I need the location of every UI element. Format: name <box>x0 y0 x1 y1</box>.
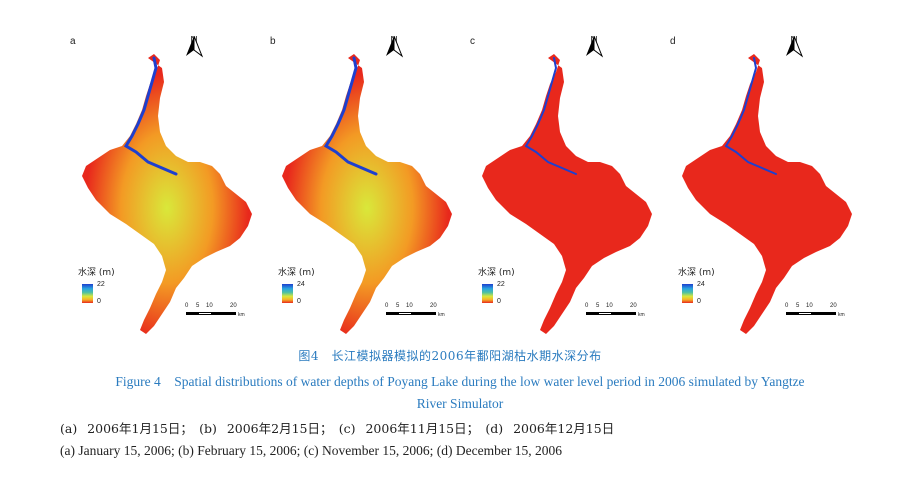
north-arrow-icon: N <box>782 36 806 58</box>
scale-tick: 10 <box>806 303 813 309</box>
subcaption-cn: (a) 2006年1月15日； (b) 2006年2月15日； (c) 2006… <box>60 421 615 436</box>
scale-bar: 0 5 10 20 km <box>785 303 846 327</box>
scale-tick: 5 <box>596 303 600 309</box>
legend-max: 24 <box>697 281 705 288</box>
scale-tick: 20 <box>830 303 837 309</box>
scale-tick: 0 <box>185 303 189 309</box>
figure-caption-cn: 图4 长江模拟器模拟的2006年鄱阳湖枯水期水深分布 <box>298 349 602 363</box>
lake-depth-map <box>282 54 452 334</box>
legend-max: 22 <box>497 281 505 288</box>
lake-body <box>682 54 852 334</box>
map-panel: c N 水深 (m) 22 0 0 5 10 20 km <box>460 28 660 340</box>
scale-tick: 0 <box>785 303 789 309</box>
scale-tick: 20 <box>630 303 637 309</box>
scale-bar-graphic <box>386 312 436 315</box>
scale-bar-graphic <box>786 312 836 315</box>
legend-colorbar <box>82 284 93 303</box>
scale-bar-graphic <box>186 312 236 315</box>
scale-unit: km <box>438 312 445 318</box>
legend-title: 水深 (m) <box>478 268 515 278</box>
legend-title: 水深 (m) <box>78 268 115 278</box>
scale-bar-graphic <box>586 312 636 315</box>
river-channel <box>123 56 178 176</box>
north-arrow-icon: N <box>182 36 206 58</box>
legend-min: 0 <box>297 298 301 305</box>
legend-min: 0 <box>697 298 701 305</box>
figure-panels: a N 水深 (m) 22 0 0 5 10 20 km b N 水深 (m) … <box>60 28 860 340</box>
scale-unit: km <box>838 312 845 318</box>
map-panel: b N 水深 (m) 24 0 0 5 10 20 km <box>260 28 460 340</box>
lake-depth-map <box>482 54 652 334</box>
scale-tick: 0 <box>385 303 389 309</box>
north-arrow-icon: N <box>382 36 406 58</box>
scale-tick: 10 <box>406 303 413 309</box>
north-arrow-icon: N <box>582 36 606 58</box>
lake-body <box>82 54 252 334</box>
scale-tick: 5 <box>396 303 400 309</box>
legend-colorbar <box>282 284 293 303</box>
map-panel: a N 水深 (m) 22 0 0 5 10 20 km <box>60 28 260 340</box>
scale-tick: 20 <box>230 303 237 309</box>
subcaption-en: (a) January 15, 2006; (b) February 15, 2… <box>60 443 562 458</box>
scale-tick: 5 <box>196 303 200 309</box>
lake-body <box>282 54 452 334</box>
scale-tick: 20 <box>430 303 437 309</box>
lake-depth-map <box>682 54 852 334</box>
legend-colorbar <box>482 284 493 303</box>
figure-caption-en: Figure 4 Spatial distributions of water … <box>115 374 805 411</box>
panel-letter: d <box>670 36 676 47</box>
scale-bar: 0 5 10 20 km <box>185 303 246 327</box>
scale-bar: 0 5 10 20 km <box>585 303 646 327</box>
scale-tick: 10 <box>206 303 213 309</box>
scale-tick: 5 <box>796 303 800 309</box>
lake-depth-map <box>82 54 252 334</box>
legend-min: 0 <box>97 298 101 305</box>
scale-tick: 10 <box>606 303 613 309</box>
scale-tick: 0 <box>585 303 589 309</box>
map-panel: d N 水深 (m) 24 0 0 5 10 20 km <box>660 28 860 340</box>
panel-letter: c <box>470 36 475 47</box>
river-channel <box>524 57 577 175</box>
scale-unit: km <box>638 312 645 318</box>
panel-letter: a <box>70 36 76 47</box>
legend-max: 24 <box>297 281 305 288</box>
legend-title: 水深 (m) <box>278 268 315 278</box>
river-channel <box>724 57 777 175</box>
legend-colorbar <box>682 284 693 303</box>
scale-unit: km <box>238 312 245 318</box>
legend-title: 水深 (m) <box>678 268 715 278</box>
legend-max: 22 <box>97 281 105 288</box>
lake-body <box>482 54 652 334</box>
scale-bar: 0 5 10 20 km <box>385 303 446 327</box>
legend-min: 0 <box>497 298 501 305</box>
river-channel <box>323 56 378 176</box>
panel-letter: b <box>270 36 276 47</box>
